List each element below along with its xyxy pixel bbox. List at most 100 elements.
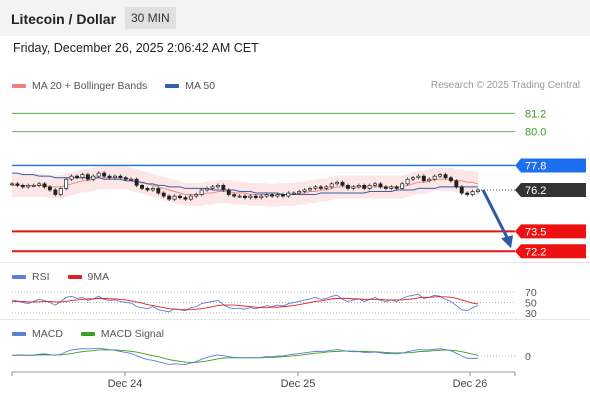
level-tag-77.8: 77.8 bbox=[515, 158, 586, 173]
candle bbox=[232, 194, 237, 197]
legend-swatch-9ma bbox=[67, 275, 82, 279]
legend-item-rsi: RSI bbox=[12, 271, 50, 283]
candle bbox=[210, 186, 215, 189]
candle bbox=[129, 178, 134, 181]
candle bbox=[64, 178, 69, 189]
candle bbox=[156, 188, 161, 194]
legend-swatch-rsi bbox=[12, 275, 26, 279]
candle bbox=[10, 183, 14, 186]
legend-label-macd: MACD bbox=[32, 328, 63, 340]
candle bbox=[69, 175, 74, 180]
candle bbox=[421, 175, 426, 182]
candle bbox=[134, 178, 139, 186]
candle bbox=[53, 189, 58, 195]
candle bbox=[85, 174, 90, 180]
x-tick-label: Dec 26 bbox=[453, 378, 488, 390]
candle bbox=[102, 172, 107, 177]
level-tag-bg-76.2 bbox=[515, 182, 586, 197]
level-tag-bg-77.8 bbox=[515, 158, 586, 173]
rsi-level-label-70: 70 bbox=[525, 287, 537, 299]
legend-swatch-ma50 bbox=[165, 84, 180, 88]
candle bbox=[183, 197, 188, 200]
level-label-72.2: 72.2 bbox=[525, 246, 546, 258]
candle bbox=[378, 183, 383, 188]
candle bbox=[107, 175, 112, 179]
candle bbox=[432, 175, 437, 180]
candle bbox=[112, 175, 117, 179]
candle bbox=[47, 186, 52, 191]
candle bbox=[373, 183, 378, 186]
legend-item-9ma: 9MA bbox=[67, 271, 109, 283]
level-label-76.2: 76.2 bbox=[525, 185, 546, 197]
macd-level-label-0: 0 bbox=[525, 351, 531, 363]
candle bbox=[80, 174, 85, 179]
interval-badge[interactable]: 30 MIN bbox=[125, 7, 176, 29]
legend-item-macd-signal: MACD Signal bbox=[80, 328, 164, 340]
legend-swatch-macd bbox=[12, 332, 26, 336]
candle bbox=[199, 189, 204, 195]
level-tag-73.5: 73.5 bbox=[515, 224, 586, 239]
candle bbox=[221, 185, 226, 191]
candle bbox=[367, 185, 372, 189]
candle bbox=[58, 188, 63, 195]
candle bbox=[340, 181, 345, 186]
legend-item-ma50: MA 50 bbox=[165, 80, 215, 92]
candle bbox=[161, 192, 166, 197]
candle bbox=[243, 195, 247, 198]
rsi-panel-divider bbox=[0, 262, 590, 263]
legend-label-rsi: RSI bbox=[32, 271, 50, 283]
candle bbox=[394, 186, 399, 189]
legend-swatch-ma20 bbox=[12, 84, 26, 88]
level-tag-76.2: 76.2 bbox=[515, 182, 586, 197]
legend-label-ma50: MA 50 bbox=[185, 80, 216, 92]
macd-legend: MACD MACD Signal bbox=[12, 328, 182, 340]
candle bbox=[37, 183, 42, 186]
candle bbox=[383, 186, 388, 189]
chart-header: Litecoin / Dollar 30 MIN bbox=[0, 0, 590, 36]
x-tick-label: Dec 24 bbox=[108, 378, 143, 390]
legend-label-macd-signal: MACD Signal bbox=[100, 328, 164, 340]
candle bbox=[215, 185, 220, 188]
candle bbox=[351, 186, 356, 189]
candle bbox=[75, 175, 79, 179]
candle bbox=[427, 178, 432, 182]
macd-panel-divider bbox=[0, 319, 590, 320]
candle bbox=[286, 192, 291, 197]
candle bbox=[205, 188, 210, 191]
legend-swatch-macd-signal bbox=[80, 332, 95, 336]
candle bbox=[329, 183, 334, 188]
rsi-level-label-50: 50 bbox=[525, 298, 537, 310]
candle bbox=[476, 189, 480, 192]
candle bbox=[118, 175, 123, 179]
candle bbox=[416, 175, 421, 179]
candle bbox=[270, 194, 275, 197]
rsi-line bbox=[11, 293, 479, 313]
candle bbox=[123, 177, 128, 180]
candle bbox=[318, 186, 323, 189]
candle bbox=[26, 185, 31, 188]
candle bbox=[31, 185, 36, 187]
bollinger-band bbox=[12, 166, 478, 208]
macd-line bbox=[11, 347, 479, 365]
candle bbox=[237, 195, 242, 198]
candle bbox=[178, 195, 182, 198]
candle bbox=[167, 195, 172, 200]
candle bbox=[443, 174, 448, 179]
candle bbox=[150, 188, 155, 191]
candle bbox=[335, 181, 340, 185]
level-label-77.8: 77.8 bbox=[525, 160, 546, 172]
research-credit: Research © 2025 Trading Central bbox=[430, 80, 580, 91]
main-legend: MA 20 + Bollinger Bands MA 50 bbox=[12, 80, 233, 92]
legend-item-ma20: MA 20 + Bollinger Bands bbox=[12, 80, 147, 92]
candle bbox=[96, 172, 101, 177]
instrument-title: Litecoin / Dollar bbox=[11, 11, 117, 27]
candle bbox=[389, 186, 394, 189]
candle bbox=[297, 191, 302, 194]
candle bbox=[438, 174, 443, 177]
candle bbox=[253, 195, 258, 198]
candle bbox=[15, 183, 20, 186]
candle bbox=[140, 185, 145, 189]
chart-datetime: Friday, December 26, 2025 2:06:42 AM CET bbox=[13, 41, 259, 55]
candle bbox=[172, 195, 177, 200]
